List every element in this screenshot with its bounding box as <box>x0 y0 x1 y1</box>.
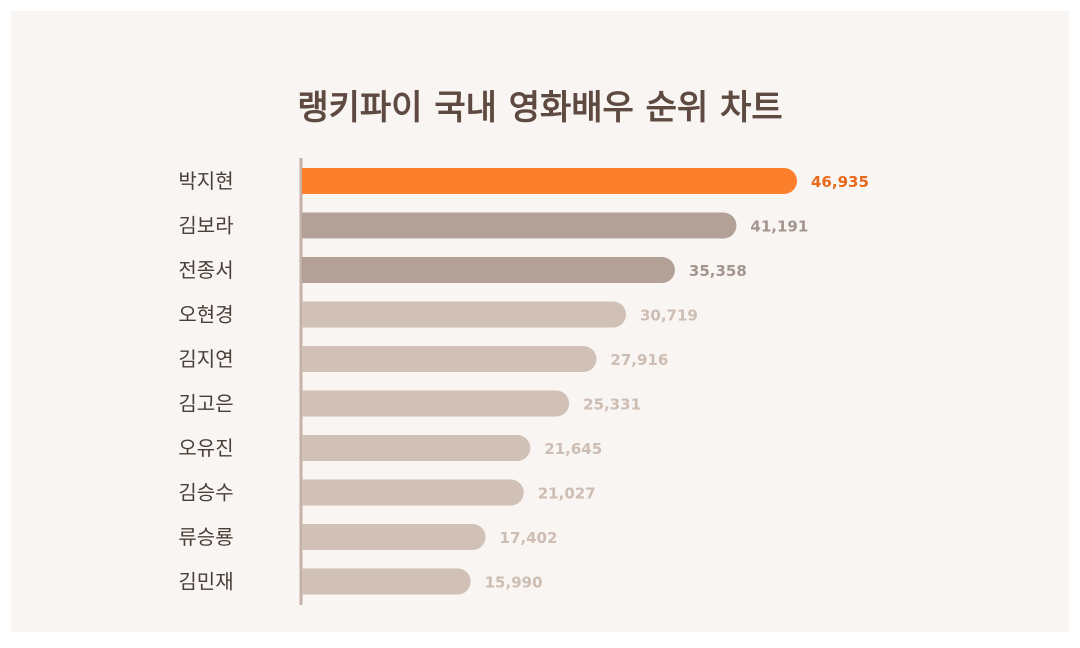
bar <box>302 212 737 239</box>
bar <box>302 524 486 550</box>
bar <box>302 257 675 283</box>
value-label: 15,990 <box>485 574 543 592</box>
value-label: 27,916 <box>610 351 668 369</box>
value-label: 21,645 <box>544 440 602 458</box>
category-label: 류승룡 <box>178 525 233 549</box>
category-label: 전종서 <box>178 258 233 282</box>
value-label: 25,331 <box>583 396 641 414</box>
category-label: 오유진 <box>178 436 233 460</box>
category-label: 김보라 <box>178 214 233 238</box>
value-label: 30,719 <box>640 307 698 325</box>
bar <box>302 168 797 194</box>
category-label: 오현경 <box>178 303 233 327</box>
bar <box>302 435 531 461</box>
bar <box>302 301 626 328</box>
chart-title: 랭키파이 국내 영화배우 순위 차트 <box>297 88 783 128</box>
category-label: 김고은 <box>178 392 233 416</box>
category-label: 김지연 <box>178 347 233 371</box>
bar <box>302 390 570 417</box>
value-label: 41,191 <box>750 218 808 236</box>
bar <box>302 568 471 595</box>
value-label: 21,027 <box>538 485 596 503</box>
bar <box>302 479 524 506</box>
value-label: 17,402 <box>500 529 558 547</box>
value-label: 46,935 <box>811 173 869 191</box>
category-label: 김민재 <box>178 570 233 594</box>
bar <box>302 346 597 372</box>
category-label: 박지현 <box>178 169 233 193</box>
value-label: 35,358 <box>689 262 747 280</box>
category-label: 김승수 <box>178 481 233 505</box>
